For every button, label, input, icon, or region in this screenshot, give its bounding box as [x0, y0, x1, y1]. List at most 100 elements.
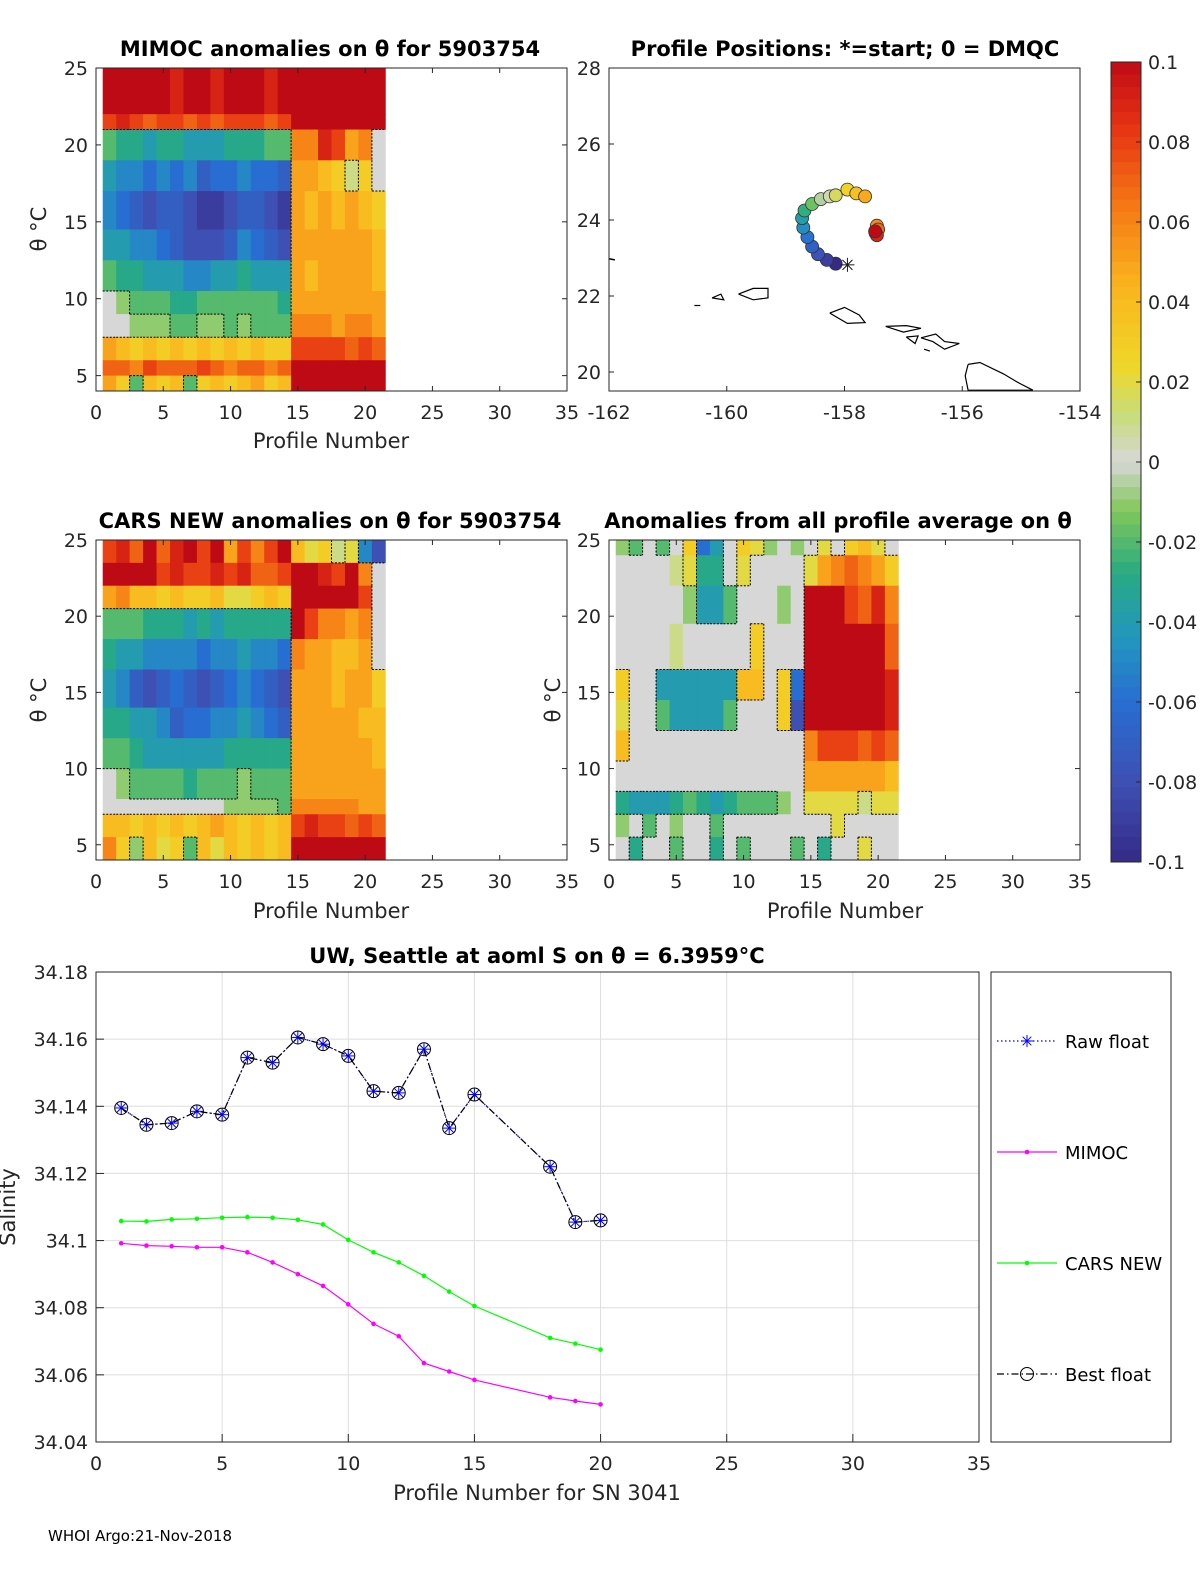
cars-cell-r5-p3	[129, 669, 144, 709]
cars-cell-r6-p3	[129, 707, 144, 739]
cars-cell-r9-p15	[291, 799, 305, 815]
cars-cell-r8-p16	[304, 768, 319, 800]
mimoc-cell-r9-p6	[170, 337, 184, 361]
cars-cell-r5-p5	[156, 669, 171, 709]
allprof-cell-r4-p16	[817, 669, 832, 701]
series-point	[245, 1250, 250, 1255]
cars-cell-r4-p10	[223, 639, 238, 670]
mimoc-cell-r5-p8	[196, 229, 211, 261]
allprof-cell-r6-p11	[750, 730, 765, 762]
mimoc-cell-r3-p11	[237, 160, 252, 192]
mimoc-cell-r1-p11	[237, 114, 252, 130]
allprof-cell-r0-p2	[629, 540, 644, 556]
mimoc-cell-r5-p5	[156, 229, 171, 261]
colorbar-band	[1111, 849, 1141, 863]
mimoc-cell-r0-p15	[291, 68, 305, 115]
cars-cell-r0-p13	[264, 540, 279, 564]
mimoc-cell-r11-p4	[143, 375, 157, 392]
cars-cell-r5-p8	[196, 669, 211, 709]
cars-ytick-label: 25	[64, 530, 88, 552]
mimoc-cell-r6-p13	[264, 260, 279, 292]
colorbar-band	[1111, 737, 1141, 750]
mimoc-cell-r1-p2	[116, 114, 131, 130]
profile-position-12	[828, 188, 843, 203]
allprof-cell-r9-p7	[696, 814, 711, 838]
cars-cell-r4-p7	[183, 639, 198, 670]
allprof-cell-r2-p13	[777, 585, 792, 625]
series-point	[417, 1043, 430, 1056]
colorbar-band	[1111, 674, 1141, 688]
colorbar-band	[1111, 624, 1141, 638]
mimoc-anomaly-panel: MIMOC anomalies on θ for 5903754 0 5 10 15 2…	[27, 37, 579, 453]
cars-cell-r8-p4	[143, 768, 157, 800]
series-line	[120, 1036, 601, 1223]
cars-cell-r8-p19	[344, 768, 359, 800]
allprof-cell-r8-p17	[831, 791, 845, 815]
colorbar-band	[1111, 399, 1141, 413]
mimoc-cell-r6-p3	[129, 260, 144, 292]
allprof-cell-r2-p18	[844, 585, 859, 625]
mimoc-cell-r9-p1	[102, 337, 117, 361]
mimoc-cell-r3-p4	[143, 160, 157, 192]
allprof-cell-r4-p12	[763, 669, 778, 701]
allprof-cell-r9-p15	[804, 814, 818, 838]
legend-label: Best float	[1065, 1365, 1151, 1386]
allprof-xtick-label: 20	[866, 871, 890, 893]
allprof-cell-r8-p1	[615, 791, 630, 815]
mimoc-cell-r3-p2	[116, 160, 131, 192]
colorbar-tick-label: -0.02	[1148, 532, 1197, 554]
cars-cell-r0-p11	[237, 540, 252, 564]
allprof-cell-r3-p15	[804, 623, 818, 670]
mimoc-ytick-label: 10	[64, 289, 88, 311]
allprof-cell-r10-p1	[615, 837, 630, 861]
allprof-cell-r0-p3	[642, 540, 657, 556]
cars-cell-r5-p4	[143, 669, 157, 709]
allprof-cell-r8-p16	[817, 791, 832, 815]
cars-cell-r2-p7	[183, 585, 198, 609]
colorbar-band	[1111, 649, 1141, 663]
colorbar-band	[1111, 224, 1141, 238]
salinity-ytick-label: 34.16	[34, 1029, 88, 1051]
allprof-cell-r4-p15	[804, 669, 818, 701]
cars-cell-r5-p12	[250, 669, 265, 709]
start-marker-stroke	[842, 259, 853, 271]
allprof-cell-r6-p4	[656, 730, 670, 762]
allprof-cell-r10-p21	[884, 837, 899, 861]
mimoc-cell-r10-p11	[237, 360, 252, 377]
mimoc-cell-r11-p5	[156, 375, 171, 392]
cars-cell-r4-p15	[291, 639, 305, 670]
mimoc-cell-r7-p14	[277, 291, 292, 315]
cars-anomaly-panel: CARS NEW anomalies on θ for 5903754 0 5 10…	[27, 509, 579, 923]
mimoc-cell-r1-p9	[210, 114, 225, 130]
allprof-cell-r8-p9	[723, 791, 738, 815]
mimoc-cell-r2-p13	[264, 129, 279, 161]
mimoc-xtick-label: 25	[420, 402, 444, 424]
mimoc-cell-r3-p5	[156, 160, 171, 192]
series-point	[443, 1122, 456, 1135]
colorbar-tick-label: -0.04	[1148, 612, 1197, 634]
allprof-xtick-label: 30	[1001, 871, 1025, 893]
mimoc-cell-r4-p5	[156, 191, 171, 230]
cars-cell-r1-p8	[196, 562, 211, 587]
mimoc-cell-r4-p13	[264, 191, 279, 230]
series-point	[240, 1050, 255, 1065]
cars-cell-r3-p20	[358, 608, 373, 640]
cars-cell-r6-p5	[156, 707, 171, 739]
cars-cell-r1-p1	[102, 562, 117, 587]
cars-cell-r7-p6	[170, 738, 184, 769]
cars-cell-r4-p21	[371, 639, 386, 670]
mimoc-cell-r4-p20	[358, 191, 373, 230]
series-mimoc	[118, 1240, 603, 1407]
mimoc-cell-r0-p7	[183, 68, 198, 115]
cars-cell-r0-p6	[170, 540, 184, 564]
mimoc-cell-r9-p10	[223, 337, 238, 361]
cars-cell-r9-p9	[210, 799, 225, 815]
legend-box	[990, 971, 1172, 1443]
colorbar-band	[1111, 687, 1141, 700]
colorbar-band	[1111, 699, 1141, 713]
allprof-cell-r2-p6	[683, 585, 697, 625]
colorbar-band	[1111, 287, 1141, 300]
cars-cell-r7-p17	[318, 738, 332, 769]
cars-cell-r1-p4	[143, 562, 157, 587]
